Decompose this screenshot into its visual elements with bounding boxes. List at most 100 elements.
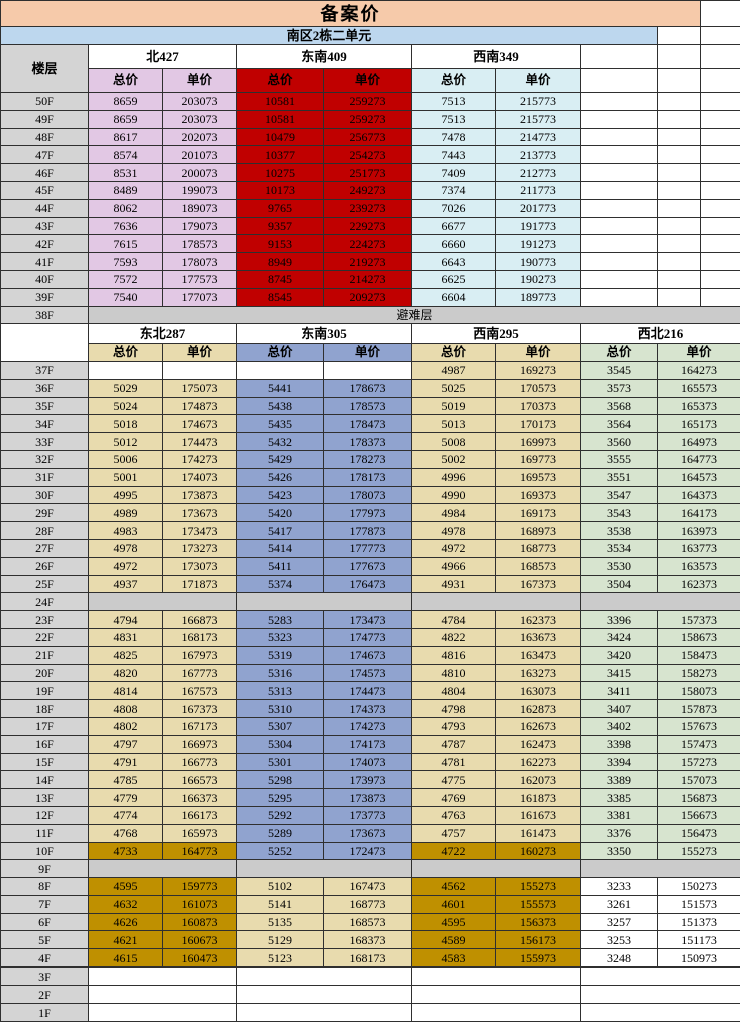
- blank-cell: [656, 180, 702, 200]
- price-cell: 163773: [656, 538, 740, 558]
- price-cell: 150973: [656, 948, 740, 968]
- price-cell: 3568: [580, 396, 658, 416]
- price-cell: 178473: [323, 414, 412, 434]
- price-cell: 7540: [88, 287, 163, 307]
- price-cell: 168173: [323, 948, 412, 968]
- price-cell: 203073: [162, 109, 237, 129]
- price-cell: 5002: [411, 449, 496, 469]
- floor-cell: 16F: [0, 734, 89, 754]
- floor-cell: 45F: [0, 180, 89, 200]
- price-cell: 8489: [88, 180, 163, 200]
- price-cell: 177973: [323, 503, 412, 523]
- floor-cell: 30F: [0, 485, 89, 505]
- price-cell: 8617: [88, 127, 163, 147]
- price-cell: 3396: [580, 610, 658, 629]
- price-cell: 165973: [162, 823, 237, 843]
- price-cell: 202073: [162, 127, 237, 147]
- price-cell: 10479: [236, 127, 324, 147]
- price-cell: 4802: [88, 716, 163, 736]
- price-cell: 224273: [323, 234, 412, 254]
- blank-cell: [580, 127, 658, 147]
- price-cell: 177573: [162, 269, 237, 289]
- price-cell: 156873: [656, 788, 740, 807]
- price-cell: 8062: [88, 198, 163, 218]
- blank-cell: [656, 198, 702, 218]
- price-cell: 166773: [162, 752, 237, 772]
- price-cell: 169173: [495, 503, 581, 523]
- price-cell: 162673: [495, 716, 581, 736]
- price-cell: 5025: [411, 378, 496, 398]
- blank-cell: [580, 163, 658, 182]
- floor-cell: 18F: [0, 699, 89, 718]
- price-cell: 165573: [656, 378, 740, 398]
- price-header: 总价: [236, 68, 324, 93]
- blank-cell: [700, 252, 740, 271]
- price-cell: 215773: [495, 92, 581, 111]
- blank-cell: [656, 44, 702, 69]
- price-cell: 5426: [236, 467, 324, 487]
- blank-cell: [579, 592, 740, 612]
- blank-cell: [656, 252, 702, 271]
- blank-cell: [656, 287, 702, 307]
- price-cell: 178573: [323, 396, 412, 416]
- group-header: 东北287: [88, 323, 237, 344]
- price-cell: 6604: [411, 287, 496, 307]
- blank-cell: [580, 216, 658, 236]
- price-cell: 3424: [580, 627, 658, 647]
- group-header: 西南295: [411, 323, 581, 344]
- price-cell: 4987: [411, 360, 496, 380]
- price-cell: 5008: [411, 432, 496, 451]
- price-cell: 166173: [162, 805, 237, 825]
- floor-cell: 23F: [0, 610, 89, 629]
- price-cell: 3248: [580, 948, 658, 968]
- price-cell: 4816: [411, 645, 496, 665]
- price-cell: 3420: [580, 645, 658, 665]
- blank-cell: [411, 592, 581, 612]
- blank-cell: [580, 180, 658, 200]
- price-cell: 173873: [323, 788, 412, 807]
- price-cell: 166973: [162, 734, 237, 754]
- floor-cell: 15F: [0, 752, 89, 772]
- price-cell: 176473: [323, 574, 412, 594]
- price-cell: 3573: [580, 378, 658, 398]
- blank-cell: [236, 1003, 412, 1022]
- price-cell: 3555: [580, 449, 658, 469]
- blank-cell: [579, 1003, 740, 1022]
- price-cell: 5123: [236, 948, 324, 968]
- blank-cell: [656, 145, 702, 165]
- price-cell: 199073: [162, 180, 237, 200]
- price-cell: 3407: [580, 699, 658, 718]
- price-cell: 174273: [323, 716, 412, 736]
- floor-cell: 27F: [0, 538, 89, 558]
- price-cell: 6625: [411, 269, 496, 289]
- blank-cell: [700, 92, 740, 111]
- floor-cell: 8F: [0, 877, 89, 896]
- price-cell: 5323: [236, 627, 324, 647]
- price-cell: 157373: [656, 610, 740, 629]
- price-header: 总价: [411, 68, 496, 93]
- blank-cell: [580, 198, 658, 218]
- price-cell: 164773: [656, 449, 740, 469]
- price-cell: 167173: [162, 716, 237, 736]
- price-cell: 178073: [323, 485, 412, 505]
- floor-cell: 33F: [0, 432, 89, 451]
- price-cell: 174073: [162, 467, 237, 487]
- floor-cell: 48F: [0, 127, 89, 147]
- price-cell: 4615: [88, 948, 163, 968]
- price-cell: 9357: [236, 216, 324, 236]
- price-cell: 3545: [580, 360, 658, 380]
- price-cell: 160673: [162, 930, 237, 950]
- floor-cell: 32F: [0, 449, 89, 469]
- price-header: 总价: [236, 342, 324, 362]
- price-cell: 8745: [236, 269, 324, 289]
- price-cell: 150273: [656, 877, 740, 896]
- blank-cell: [656, 127, 702, 147]
- price-cell: 5018: [88, 414, 163, 434]
- price-cell: 5135: [236, 912, 324, 932]
- price-cell: 4787: [411, 734, 496, 754]
- price-cell: 3415: [580, 663, 658, 683]
- blank-cell: [88, 592, 237, 612]
- price-cell: 163473: [495, 645, 581, 665]
- price-header: 单价: [495, 68, 581, 93]
- price-cell: 4814: [88, 681, 163, 701]
